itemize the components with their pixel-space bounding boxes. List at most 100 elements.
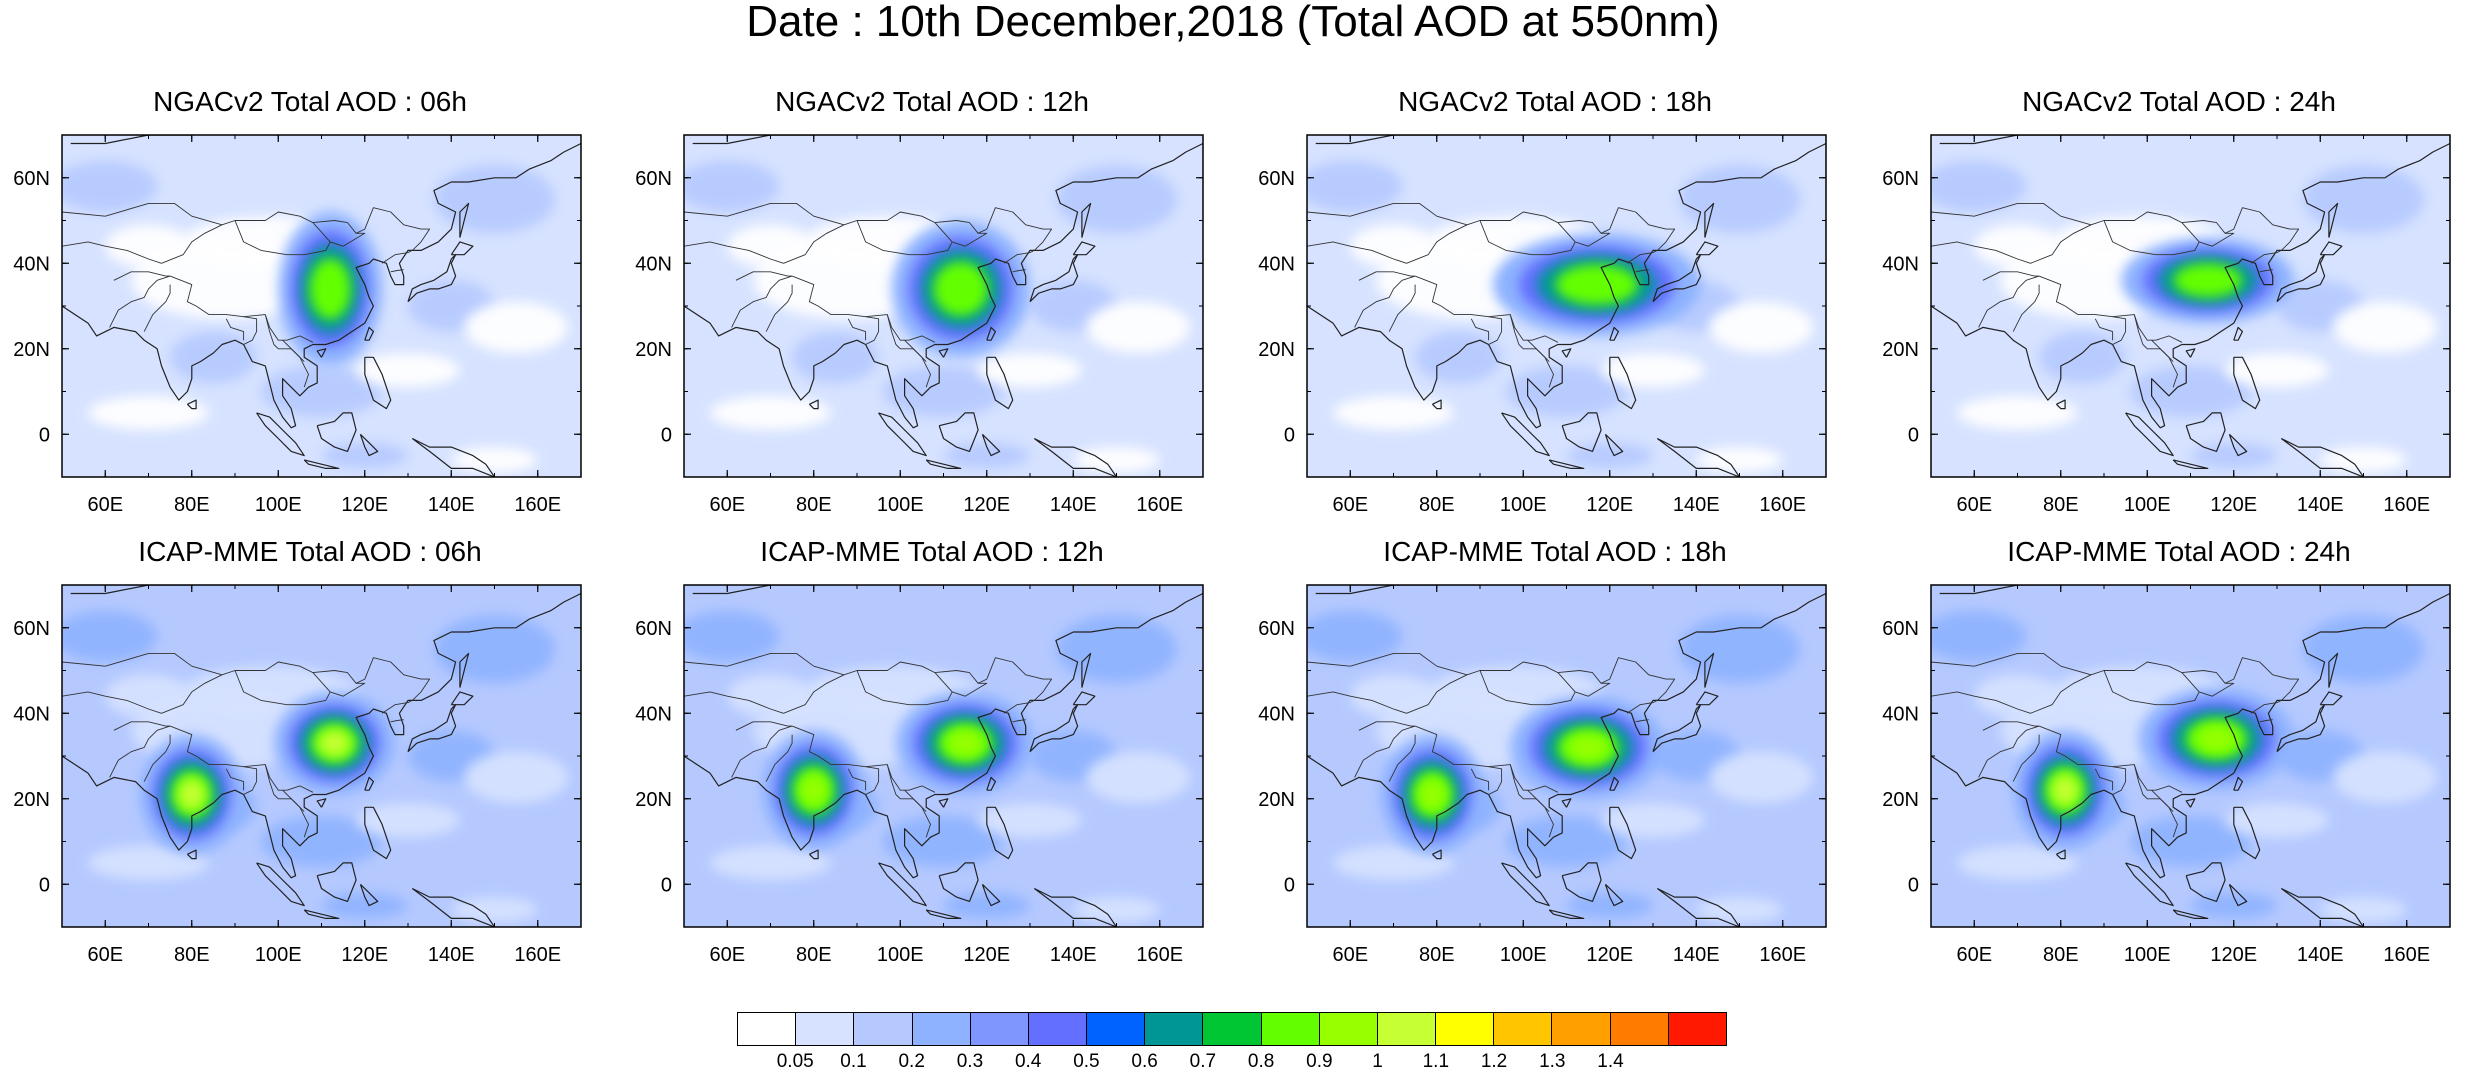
coastline <box>70 585 192 595</box>
coastline <box>1939 135 2061 145</box>
lon-tick-label: 80E <box>796 944 832 966</box>
country-border <box>1978 275 2040 328</box>
coastline <box>2185 412 2226 452</box>
country-border <box>684 691 784 714</box>
country-border <box>847 318 867 341</box>
lon-tick-label: 140E <box>2297 944 2344 966</box>
aod-field-clean <box>1974 224 2061 268</box>
lon-tick-label: 60E <box>1956 494 1992 516</box>
colorbar-label: 0.9 <box>1306 1051 1333 1072</box>
country-border <box>2012 734 2040 782</box>
coastline <box>1029 704 1079 753</box>
aod-field-moderate <box>62 160 158 212</box>
country-border <box>143 734 171 782</box>
aod-hotspot <box>800 775 827 806</box>
coastline <box>878 862 927 907</box>
aod-field-moderate <box>1307 160 1403 212</box>
coastline <box>2280 437 2365 477</box>
country-border <box>381 249 413 264</box>
lon-tick-label: 140E <box>1050 944 1097 966</box>
aod-field-moderate <box>2129 815 2252 868</box>
lon-tick-label: 60E <box>87 944 123 966</box>
aod-field-clean <box>978 353 1082 388</box>
lon-tick-label: 120E <box>2210 944 2257 966</box>
country-border <box>1358 721 1416 731</box>
panel-title: NGACv2 Total AOD : 18h <box>1398 86 1712 117</box>
coastline <box>1033 437 1118 477</box>
aod-field-moderate <box>321 892 408 919</box>
coastline <box>2055 849 2066 860</box>
coastline <box>2228 433 2248 457</box>
coastline <box>316 348 327 358</box>
panel-title: ICAP-MME Total AOD : 06h <box>138 536 482 567</box>
coastline <box>1656 887 1741 927</box>
panel-title: ICAP-MME Total AOD : 18h <box>1383 536 1727 567</box>
coastline <box>1431 399 1442 410</box>
lat-tick-label: 60N <box>1882 168 1919 190</box>
country-border <box>735 721 793 731</box>
map-panel: ICAP-MME Total AOD : 12h 60E 80E 100E 120E 14… <box>622 535 1242 975</box>
country-border <box>2259 269 2273 273</box>
aod-field-moderate <box>62 610 158 662</box>
map-panel: NGACv2 Total AOD : 06h 60E 80E 100E 120E 140E… <box>0 85 620 525</box>
lat-tick-label: 60N <box>1258 168 1295 190</box>
country-border <box>312 672 366 697</box>
aod-field-clean <box>1332 395 1455 430</box>
aod-field-moderate <box>943 892 1030 919</box>
colorbar-swatch <box>1494 1013 1553 1045</box>
country-border <box>731 275 793 328</box>
country-border <box>225 768 245 791</box>
coastline <box>808 399 819 410</box>
lat-tick-label: 20N <box>13 339 50 361</box>
country-border <box>1931 691 2031 714</box>
colorbar-label: 1.4 <box>1597 1051 1624 1072</box>
country-border <box>143 284 171 332</box>
lon-tick-label: 120E <box>1586 944 1633 966</box>
country-border <box>731 725 793 778</box>
country-border <box>1931 202 2092 226</box>
lat-tick-label: 20N <box>635 339 672 361</box>
country-border <box>1012 269 1026 273</box>
aod-field-clean <box>2225 803 2329 838</box>
lat-tick-label: 60N <box>13 168 50 190</box>
lat-tick-label: 60N <box>635 618 672 640</box>
coastline <box>359 433 379 457</box>
aod-field-moderate <box>1566 442 1653 469</box>
country-border <box>847 768 867 791</box>
country-border <box>2151 339 2174 362</box>
colorbar-swatch <box>1319 1013 1378 1045</box>
country-border <box>2094 768 2114 791</box>
lat-tick-label: 40N <box>13 253 50 275</box>
aod-field-clean <box>1332 845 1455 880</box>
country-border <box>243 316 258 345</box>
aod-field-clean <box>87 395 210 430</box>
coastline <box>986 326 996 341</box>
aod-field-moderate <box>1678 164 1801 234</box>
coastline <box>1704 202 1715 238</box>
country-border <box>791 275 936 343</box>
lon-tick-label: 160E <box>1759 494 1806 516</box>
country-border <box>1307 691 1407 714</box>
aod-field-clean <box>727 674 814 718</box>
lat-tick-label: 60N <box>1258 618 1295 640</box>
colorbar-swatches <box>737 1012 1727 1046</box>
country-border <box>765 734 793 782</box>
lon-tick-label: 120E <box>963 944 1010 966</box>
country-border <box>1557 672 1611 697</box>
aod-field-clean <box>727 224 814 268</box>
country-border <box>2103 670 2200 706</box>
country-border <box>934 222 988 247</box>
map-panel: ICAP-MME Total AOD : 18h 60E 80E 100E 120E 14… <box>1245 535 1865 975</box>
lat-tick-label: 0 <box>1284 874 1295 896</box>
country-border <box>62 202 223 226</box>
coastline <box>878 412 927 457</box>
aod-map: 60E 80E 100E 120E 140E 160E 0 20N 40N 60N <box>13 134 582 516</box>
lat-tick-label: 20N <box>1258 339 1295 361</box>
aod-field-moderate <box>433 164 556 234</box>
country-border <box>2103 220 2200 256</box>
lat-tick-label: 0 <box>661 424 672 446</box>
lat-tick-label: 40N <box>1258 703 1295 725</box>
country-border <box>1635 269 1649 273</box>
lon-tick-label: 160E <box>1136 944 1183 966</box>
lat-tick-label: 40N <box>1882 703 1919 725</box>
